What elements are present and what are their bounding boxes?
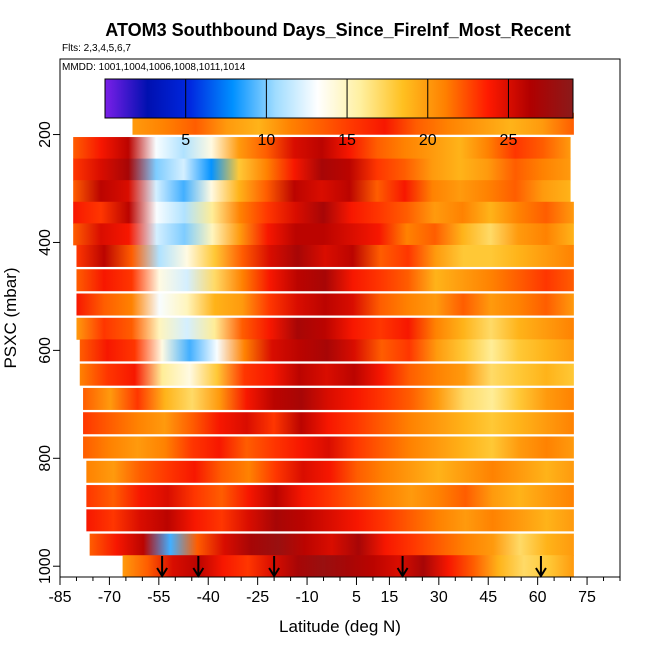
heatmap-band [89, 533, 574, 556]
y-tick-label: 1000 [37, 548, 54, 584]
heatmap-band [83, 412, 574, 435]
heatmap-band [122, 555, 574, 578]
colorbar-tick-label: 5 [181, 132, 190, 149]
heatmap-band [86, 460, 574, 483]
heatmap-band [76, 293, 574, 316]
x-tick-label: 15 [381, 589, 399, 606]
heatmap-band [73, 223, 574, 246]
y-tick-label: 200 [37, 121, 54, 148]
heatmap-band [86, 509, 574, 532]
x-tick-label: -55 [147, 589, 170, 606]
x-axis-label: Latitude (deg N) [279, 617, 401, 636]
y-axis-label: PSXC (mbar) [1, 267, 20, 368]
colorbar-tick-label: 10 [257, 132, 275, 149]
heatmap-band [86, 485, 574, 508]
colorbar-tick-label: 20 [419, 132, 437, 149]
y-axis: 200 400 600 800 1000 [37, 121, 60, 584]
x-tick-label: -40 [197, 589, 220, 606]
x-tick-label: 5 [352, 589, 361, 606]
heatmap-band [76, 317, 574, 340]
heatmap-band [73, 201, 574, 224]
y-tick-label: 400 [37, 229, 54, 256]
colorbar-tick-label: 25 [500, 132, 518, 149]
x-tick-label: 30 [430, 589, 448, 606]
x-axis: -85 -70 -55 -40 -25 -10 5 15 30 45 60 75 [48, 577, 621, 606]
heatmap-band [73, 158, 571, 181]
y-tick-label: 600 [37, 337, 54, 364]
x-tick-label: 75 [578, 589, 596, 606]
x-tick-label: 60 [529, 589, 547, 606]
x-tick-label: -85 [48, 589, 71, 606]
flight-marker-arrow [192, 556, 205, 578]
chart-subtitle: Flts: 2,3,4,5,6,7 [62, 43, 131, 54]
heatmap-band [83, 436, 574, 459]
flight-marker-arrow [396, 556, 409, 578]
heatmap-band [79, 363, 574, 386]
heatmap-band [79, 339, 574, 362]
chart-title: ATOM3 Southbound Days_Since_FireInf_Most… [105, 20, 570, 40]
flight-marker-arrow [156, 556, 168, 578]
heatmap-band [73, 137, 571, 160]
colorbar: 5 10 15 20 25 [104, 78, 574, 149]
heatmap-band [83, 387, 574, 410]
x-tick-label: -25 [246, 589, 269, 606]
x-tick-label: -70 [98, 589, 121, 606]
flight-marker-arrow [535, 556, 547, 578]
y-tick-label: 800 [37, 445, 54, 472]
colorbar-tick-label: 15 [338, 132, 356, 149]
colorbar-frame [104, 78, 574, 119]
heatmap-band [76, 269, 574, 292]
flight-marker-arrow [268, 556, 280, 578]
x-tick-label: 45 [479, 589, 497, 606]
heatmap-band [76, 244, 574, 267]
x-tick-label: -10 [295, 589, 318, 606]
colorbar-gradient [105, 79, 573, 118]
heatmap-layers [73, 112, 574, 578]
chart-annotation: MMDD: 1001,1004,1006,1008,1011,1014 [62, 62, 246, 73]
flight-markers [156, 556, 547, 578]
heatmap-band [73, 180, 571, 203]
